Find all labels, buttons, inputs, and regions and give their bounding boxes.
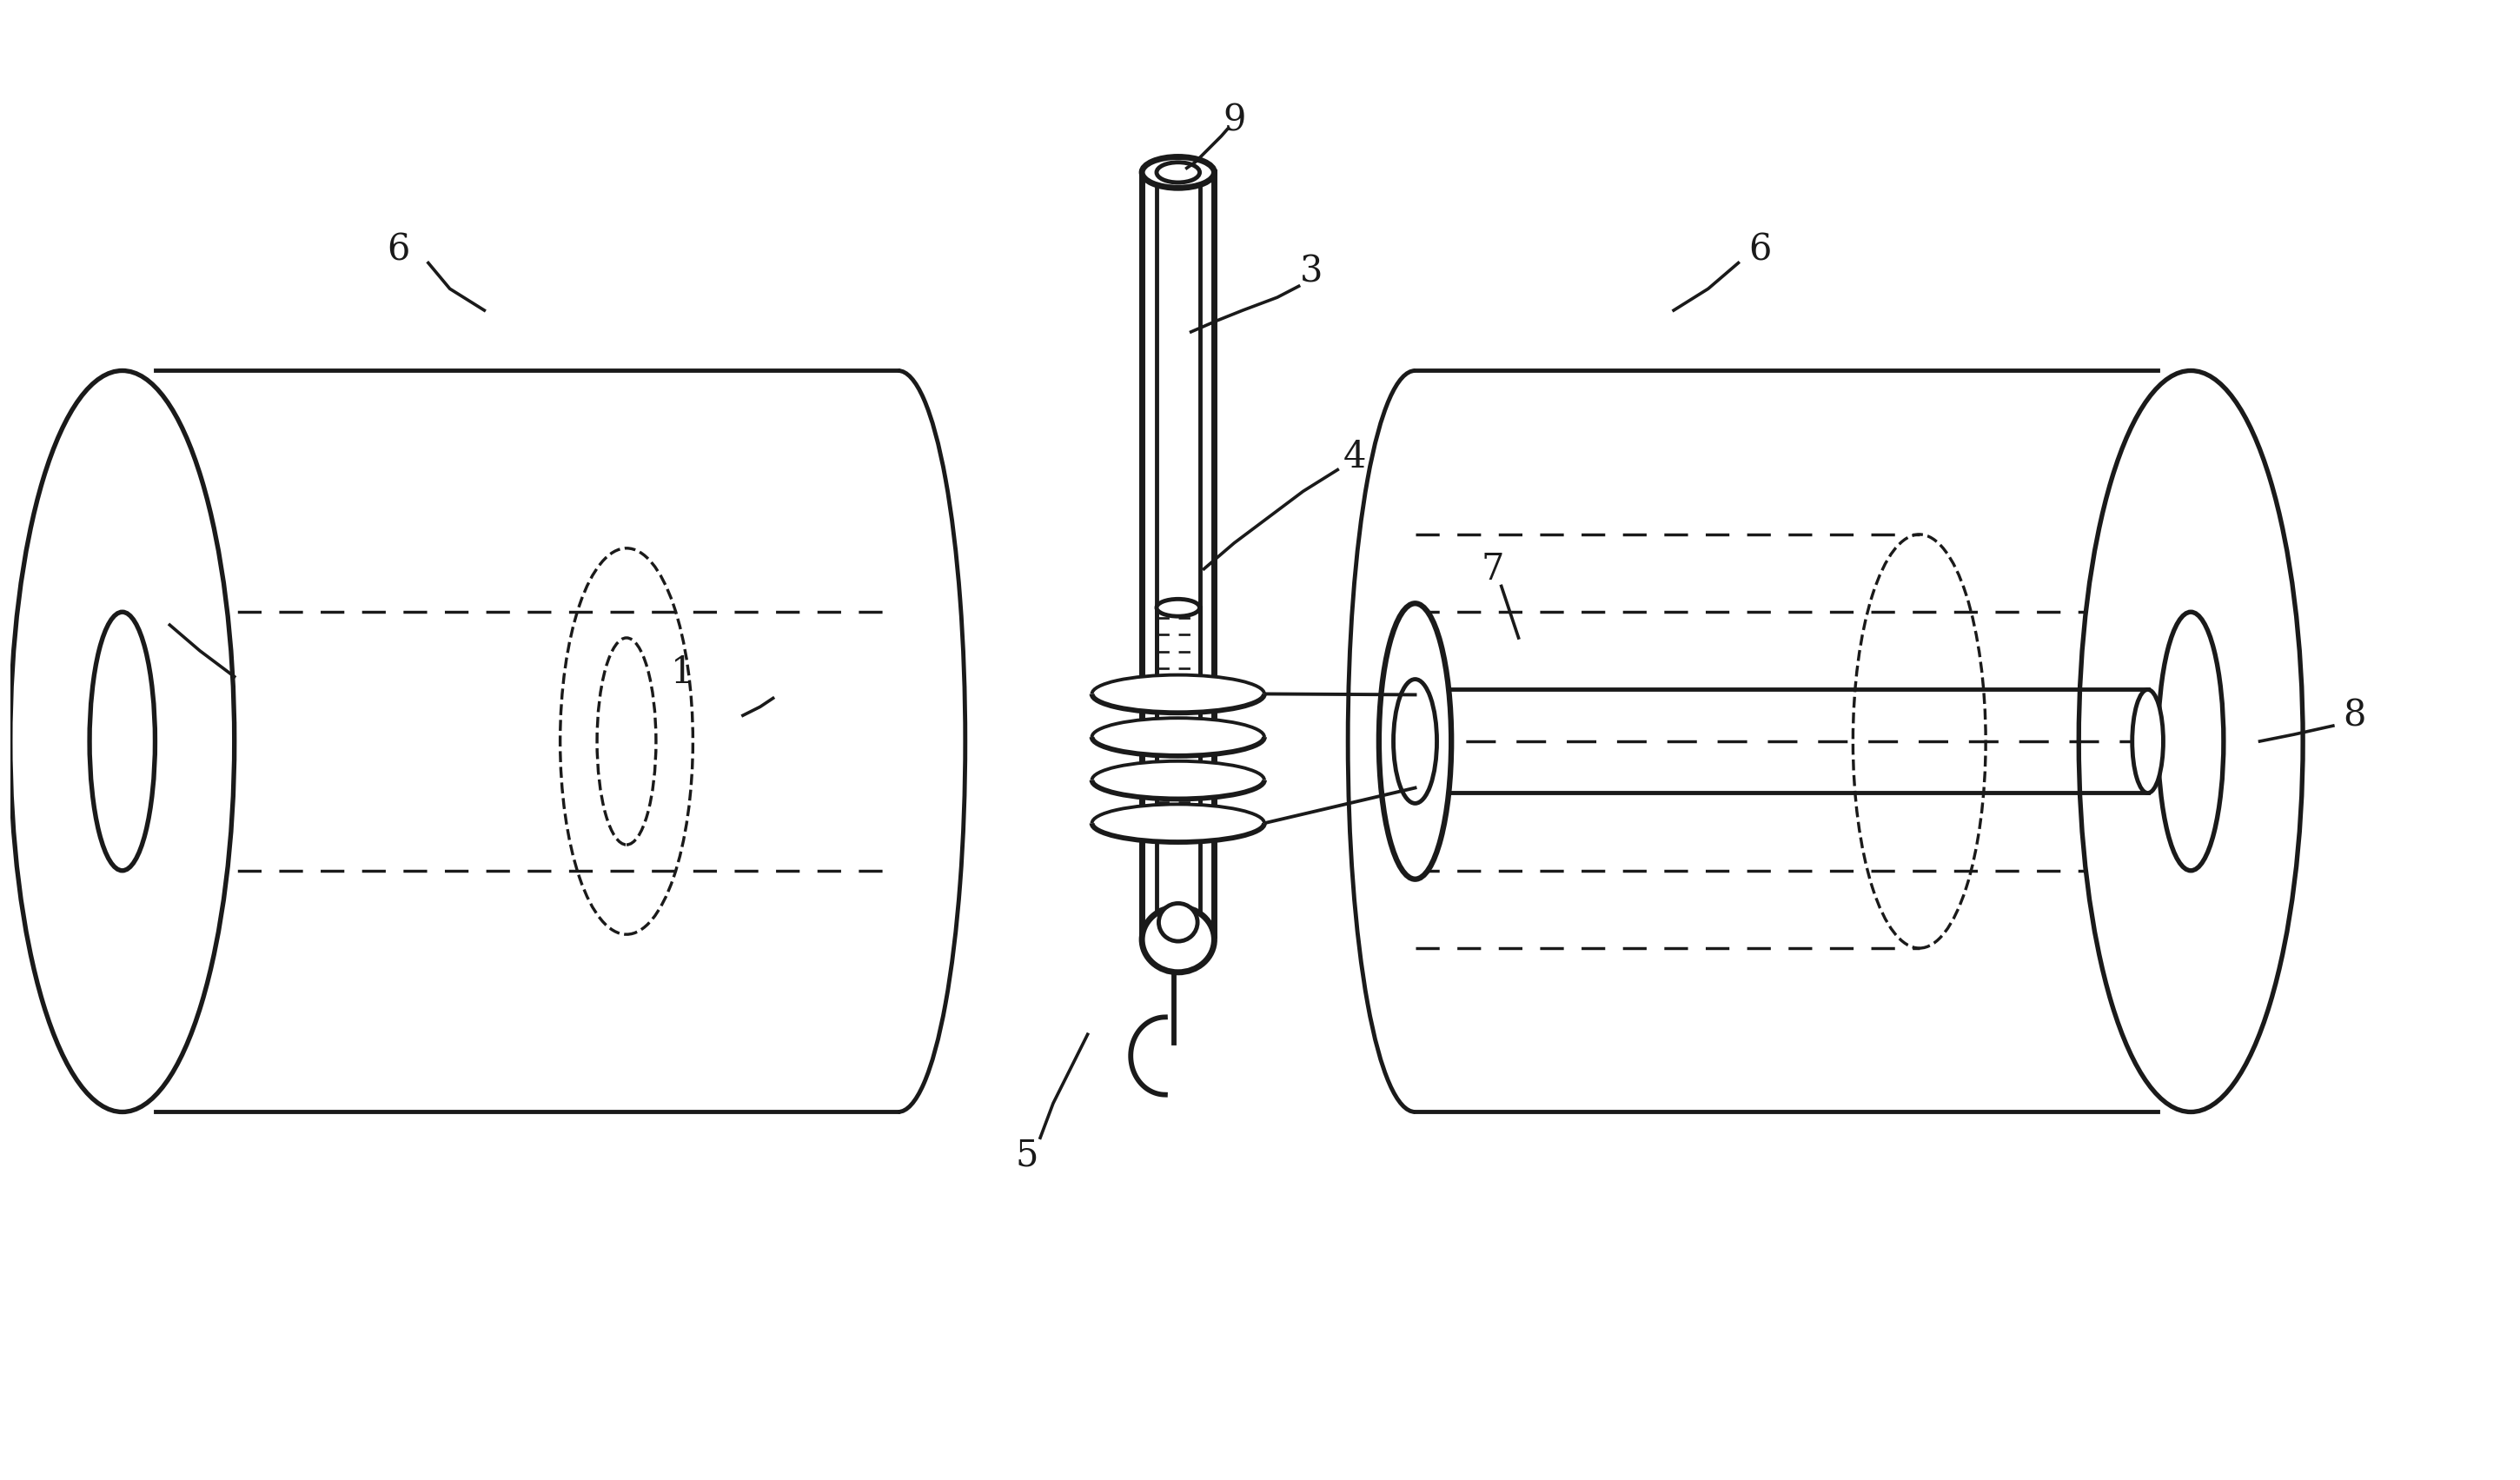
Text: 7: 7 [1482,551,1504,588]
Ellipse shape [10,370,234,1111]
Text: 6: 6 [1749,232,1772,268]
Ellipse shape [1091,718,1265,756]
Ellipse shape [1378,604,1452,879]
Text: 4: 4 [1343,438,1366,475]
Ellipse shape [1091,804,1265,842]
Ellipse shape [2079,370,2303,1111]
Text: 9: 9 [1222,102,1245,139]
Ellipse shape [2157,613,2223,870]
Ellipse shape [1157,163,1200,182]
Ellipse shape [1091,675,1265,713]
Text: 7: 7 [136,593,159,630]
Ellipse shape [91,613,156,870]
Ellipse shape [1159,903,1197,941]
Ellipse shape [1091,761,1265,799]
Ellipse shape [597,638,655,845]
Ellipse shape [2132,690,2162,793]
Ellipse shape [1142,157,1215,188]
Text: 6: 6 [386,232,411,268]
Text: 3: 3 [1300,253,1323,290]
Text: 5: 5 [1016,1137,1038,1174]
Ellipse shape [1394,679,1436,804]
Ellipse shape [1157,599,1200,616]
Text: 1: 1 [670,654,693,691]
Ellipse shape [1142,907,1215,972]
Text: 8: 8 [2344,697,2366,734]
